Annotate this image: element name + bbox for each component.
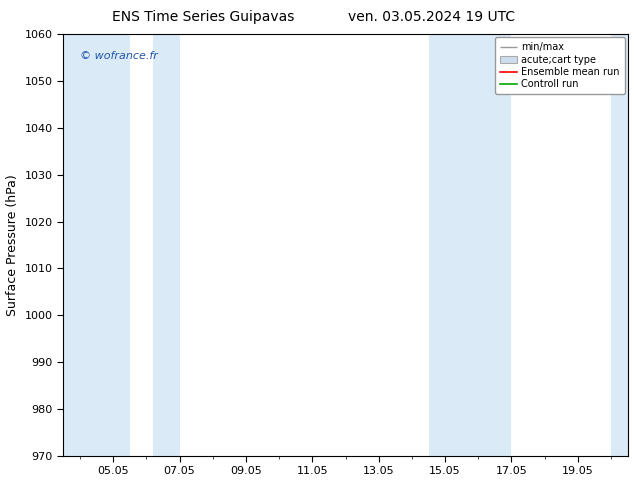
Text: © wofrance.fr: © wofrance.fr [81, 51, 158, 61]
Bar [611, 34, 628, 456]
Bar [429, 34, 512, 456]
Text: ven. 03.05.2024 19 UTC: ven. 03.05.2024 19 UTC [347, 10, 515, 24]
Legend: min/max, acute;cart type, Ensemble mean run, Controll run: min/max, acute;cart type, Ensemble mean … [495, 37, 624, 94]
Bar [63, 34, 130, 456]
Y-axis label: Surface Pressure (hPa): Surface Pressure (hPa) [6, 174, 19, 316]
Bar [153, 34, 179, 456]
Text: ENS Time Series Guipavas: ENS Time Series Guipavas [112, 10, 294, 24]
